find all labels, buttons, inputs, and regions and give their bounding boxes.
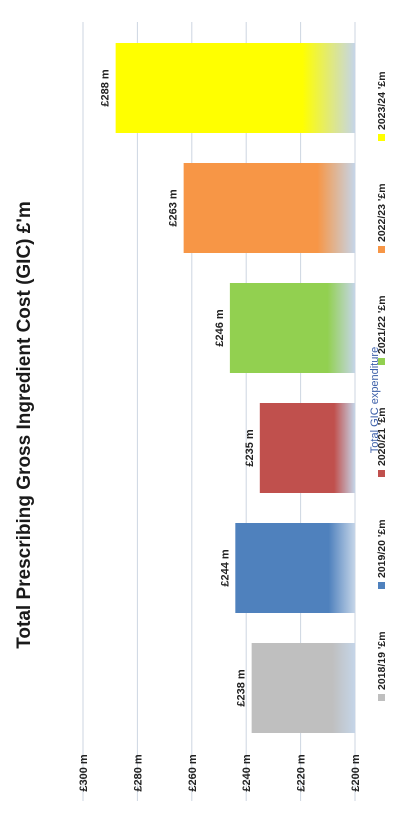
x-axis-title: Total GIC expenditure <box>369 347 381 453</box>
legend-label: 2018/19 '£m <box>376 631 388 690</box>
legend-swatch <box>378 358 385 365</box>
bar-1 <box>251 643 355 733</box>
y-tick-label: £200 m <box>350 754 362 792</box>
legend-label: 2023/24 '£m <box>376 71 388 130</box>
chart-title: Total Prescribing Gross Ingredient Cost … <box>14 201 35 649</box>
y-tick-label: £220 m <box>296 754 308 792</box>
bar-6 <box>115 43 355 133</box>
legend-swatch <box>378 582 385 589</box>
bar-2 <box>235 523 356 613</box>
legend-swatch <box>378 470 385 477</box>
y-tick-label: £280 m <box>132 754 144 792</box>
legend-swatch <box>378 694 385 701</box>
bar-4 <box>229 283 356 373</box>
data-label: £238 m <box>236 669 248 707</box>
y-tick-label: £260 m <box>187 754 199 792</box>
legend-label: 2020/21 '£m <box>376 407 388 466</box>
data-label: £244 m <box>219 549 231 587</box>
bar-5 <box>183 163 355 253</box>
data-label: £288 m <box>100 69 112 107</box>
data-label: £235 m <box>244 429 256 467</box>
legend-swatch <box>378 134 385 141</box>
data-label: £263 m <box>168 189 180 227</box>
legend-label: 2021/22 '£m <box>376 295 388 354</box>
legend-label: 2019/20 '£m <box>376 519 388 578</box>
legend-swatch <box>378 246 385 253</box>
bar-3 <box>259 403 355 493</box>
data-label: £246 m <box>214 309 226 347</box>
y-tick-label: £300 m <box>78 754 90 792</box>
legend-label: 2022/23 '£m <box>376 183 388 242</box>
y-tick-label: £240 m <box>241 754 253 792</box>
